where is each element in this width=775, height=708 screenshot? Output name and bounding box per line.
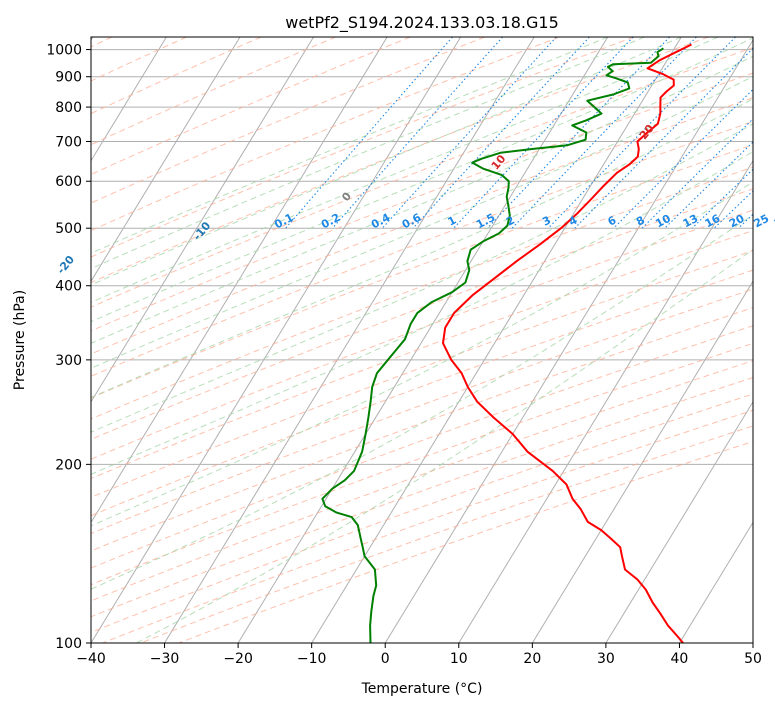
dry-adiabat-line xyxy=(91,37,485,204)
dry-adiabat-line xyxy=(91,209,753,460)
mixing-ratio-line xyxy=(763,37,775,228)
y-tick-label: 500 xyxy=(55,221,82,237)
x-tick-label: −20 xyxy=(223,651,253,667)
y-tick-label: 300 xyxy=(55,353,82,369)
moist-adiabat-line xyxy=(91,37,719,304)
mixing-ratio-line xyxy=(285,37,453,229)
x-tick-label: −30 xyxy=(150,651,180,667)
isotherm-line xyxy=(752,642,753,643)
x-tick-label: 10 xyxy=(450,651,468,667)
isotherm-line xyxy=(458,159,753,643)
mixing-ratio-label: 30 xyxy=(772,212,775,231)
y-tick-label: 700 xyxy=(55,134,82,150)
dry-adiabat-line xyxy=(91,47,753,308)
profile-lines xyxy=(321,43,692,643)
axis-ticks: −40 −30 −20 −10 0 10 20 30 40 50 100 200 300 400 500 60… xyxy=(46,43,762,667)
isotherm-line xyxy=(605,400,753,643)
mixing-ratio-line xyxy=(486,37,670,229)
plot-frame xyxy=(90,36,754,644)
mixing-ratio-label: 13 xyxy=(681,212,701,231)
mixing-ratio-line xyxy=(331,37,504,229)
isotherm-line xyxy=(237,37,609,643)
dry-adiabat-line xyxy=(91,393,753,633)
chart-title: wetPf2_S194.2024.133.03.18.G15 xyxy=(285,13,559,33)
mixing-ratio-label: 20 xyxy=(727,212,747,231)
y-axis-label: Pressure (hPa) xyxy=(12,290,28,390)
y-tick-label: 900 xyxy=(55,70,82,86)
dry-adiabat-line xyxy=(91,166,753,420)
mixing-ratio-label: 16 xyxy=(703,212,723,231)
dry-adiabat-line xyxy=(91,37,262,115)
mixing-ratio-line xyxy=(664,141,753,229)
x-tick-label: −40 xyxy=(76,651,106,667)
mixing-ratio-line xyxy=(453,37,634,229)
dry-adiabat-line xyxy=(91,307,753,552)
dry-adiabat-label: -20 xyxy=(54,253,77,277)
y-tick-label: 600 xyxy=(55,174,82,190)
x-tick-label: 0 xyxy=(381,651,390,667)
moist-adiabat-line xyxy=(136,248,753,643)
dry-adiabat-line xyxy=(91,250,753,498)
y-tick-label: 800 xyxy=(55,100,82,116)
moist-adiabat-line xyxy=(91,37,682,286)
y-tick-label: 400 xyxy=(55,279,82,295)
mixing-ratio-line xyxy=(511,37,697,229)
y-tick-label: 100 xyxy=(55,636,82,652)
dewpoint-line xyxy=(321,47,664,643)
isotherm-line xyxy=(164,37,535,643)
temperature-line xyxy=(442,43,692,643)
background-lines xyxy=(91,37,775,643)
moist-adiabat-line xyxy=(91,37,608,254)
moist-adiabat-line xyxy=(91,37,645,270)
x-tick-label: 50 xyxy=(744,651,762,667)
isotherm-line xyxy=(91,37,388,524)
mixing-ratio-label: 25 xyxy=(752,212,772,231)
dry-adiabat-line xyxy=(91,37,709,284)
moist-adiabat-line xyxy=(91,37,753,323)
dry-adiabat-line xyxy=(91,360,753,602)
x-tick-label: 40 xyxy=(671,651,689,667)
dry-adiabat-line xyxy=(91,37,187,82)
moist-adiabat-line xyxy=(91,151,753,475)
y-tick-label: 1000 xyxy=(46,43,82,59)
mixing-ratio-line xyxy=(574,47,753,229)
mixing-ratio-line xyxy=(412,37,590,229)
x-tick-label: 20 xyxy=(523,651,541,667)
x-tick-label: 30 xyxy=(597,651,615,667)
dry-adiabat-line xyxy=(91,37,560,232)
isotherm-line xyxy=(679,521,753,643)
mixing-ratio-line xyxy=(381,37,557,229)
dry-adiabat-line xyxy=(91,72,753,332)
isotherm-line xyxy=(531,280,753,643)
x-tick-label: −10 xyxy=(297,651,327,667)
x-axis-label: Temperature (°C) xyxy=(361,681,483,697)
y-tick-label: 200 xyxy=(55,457,82,473)
mixing-ratio-line xyxy=(547,37,736,229)
mixing-ratio-label: 10 xyxy=(653,212,673,231)
moist-adiabat-line xyxy=(91,75,753,369)
isotherm-line xyxy=(384,39,753,643)
dry-adiabat-line xyxy=(91,269,753,517)
dry-adiabat-line xyxy=(91,188,753,440)
moist-adiabat-line xyxy=(91,55,753,344)
isotherm-line xyxy=(91,37,241,283)
isotherm-line xyxy=(91,37,314,403)
dry-adiabat-line xyxy=(91,37,635,258)
